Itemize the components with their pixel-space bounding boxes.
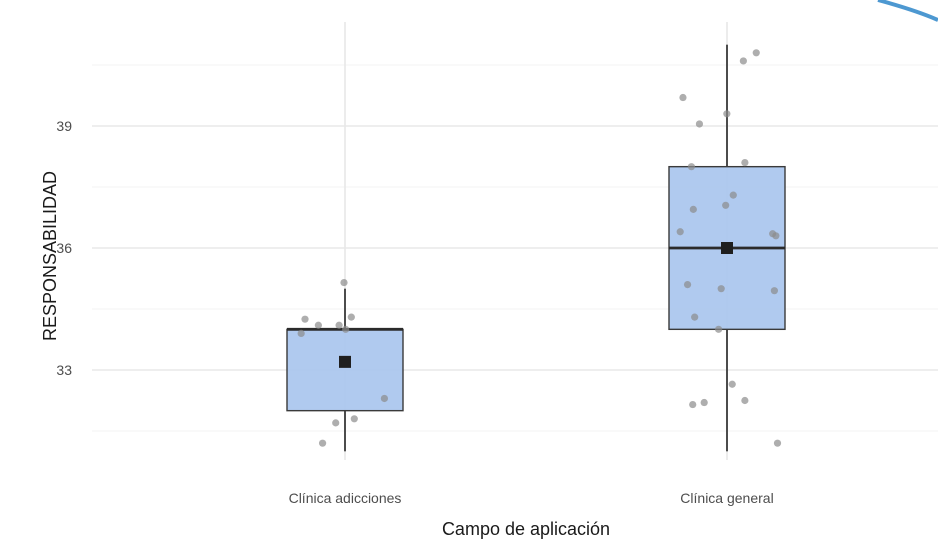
data-point — [314, 321, 322, 329]
grid-layer — [92, 22, 938, 460]
x-tick-label-0: Clínica adicciones — [289, 490, 402, 506]
y-axis-title: RESPONSABILIDAD — [40, 171, 60, 341]
x-axis-title: Campo de aplicación — [442, 519, 610, 539]
data-point — [297, 329, 305, 337]
data-point — [752, 49, 760, 57]
data-point — [717, 285, 725, 293]
data-point — [770, 287, 778, 295]
data-point — [350, 415, 358, 423]
data-point — [301, 315, 309, 323]
y-tick-label-36: 36 — [56, 240, 72, 256]
mean-marker-1 — [721, 242, 733, 254]
data-point — [741, 159, 749, 167]
data-point — [739, 57, 747, 65]
data-point — [676, 228, 684, 236]
mean-markers — [339, 242, 733, 368]
data-point — [728, 380, 736, 388]
data-point — [691, 313, 699, 321]
data-point — [318, 439, 327, 447]
data-point — [695, 120, 704, 128]
data-point — [715, 325, 723, 333]
x-tick-label-1: Clínica general — [680, 490, 773, 506]
data-point — [687, 163, 696, 171]
y-tick-label-39: 39 — [56, 118, 72, 134]
y-tick-label-33: 33 — [56, 362, 72, 378]
data-point — [773, 439, 782, 447]
data-point — [683, 281, 692, 289]
data-point — [679, 93, 687, 102]
tick-labels: 33 36 39 Clínica adicciones Clínica general — [56, 118, 773, 506]
data-point — [689, 205, 697, 213]
data-point — [741, 396, 749, 405]
data-point — [380, 394, 389, 403]
data-point — [689, 400, 697, 409]
jitter-points — [297, 49, 782, 447]
data-point — [722, 201, 730, 209]
data-point — [335, 321, 343, 329]
corner-accent-arc — [877, 0, 938, 22]
data-point — [347, 313, 355, 321]
data-point — [772, 232, 780, 240]
data-point — [332, 419, 340, 427]
data-point — [723, 110, 731, 118]
mean-marker-0 — [339, 355, 351, 368]
data-point — [729, 191, 737, 199]
data-point — [342, 325, 350, 333]
data-point — [340, 278, 348, 287]
data-point — [700, 398, 708, 407]
